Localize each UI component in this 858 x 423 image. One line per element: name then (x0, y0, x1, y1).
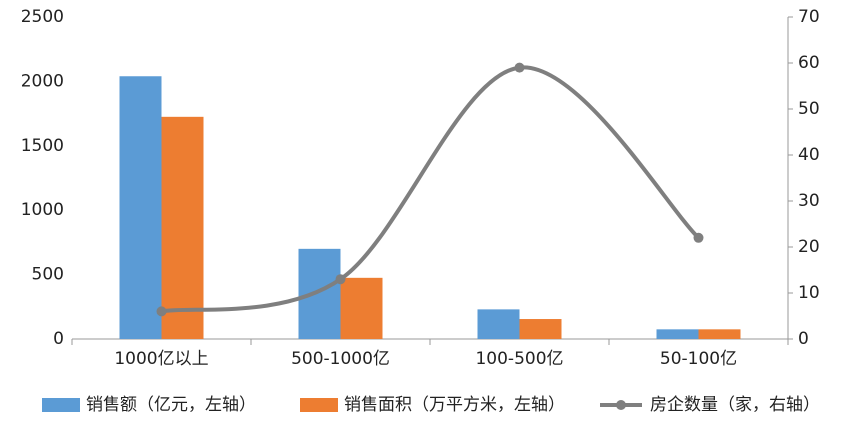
y2-tick-label: 60 (798, 53, 820, 73)
y-tick-label: 0 (53, 329, 64, 349)
x-tick-label: 50-100亿 (660, 349, 737, 369)
line-marker (156, 306, 167, 317)
y-tick-label: 2000 (21, 71, 64, 91)
line-marker (693, 232, 704, 243)
line (161, 65, 700, 314)
bar (656, 329, 699, 339)
bar (340, 277, 383, 339)
y2-tick-label: 30 (798, 191, 820, 211)
line-marker (335, 274, 346, 285)
legend-swatch (42, 398, 80, 412)
y-tick-label: 500 (32, 265, 64, 285)
x-tick-label: 500-1000亿 (291, 349, 390, 369)
line-marker (514, 62, 525, 73)
legend-label: 房企数量（家，右轴） (650, 395, 820, 415)
y-tick-label: 2500 (21, 7, 64, 27)
x-tick-label: 1000亿以上 (114, 349, 208, 369)
x-tick-label: 100-500亿 (475, 349, 563, 369)
bar (161, 116, 204, 339)
y2-tick-label: 10 (798, 283, 820, 303)
y2-tick-label: 20 (798, 237, 820, 257)
legend-label: 销售面积（万平方米，左轴） (344, 395, 565, 415)
bar (519, 319, 562, 339)
legend-swatch (616, 400, 626, 410)
legend-swatch (300, 398, 338, 412)
y-tick-label: 1500 (21, 136, 64, 156)
y2-tick-label: 50 (798, 99, 820, 119)
bar (298, 248, 341, 339)
y2-tick-label: 0 (798, 329, 809, 349)
y-tick-label: 1000 (21, 200, 64, 220)
y2-tick-label: 70 (798, 7, 820, 27)
legend-label: 销售额（亿元，左轴） (86, 395, 256, 415)
y2-tick-label: 40 (798, 145, 820, 165)
bar (698, 329, 741, 339)
bar (477, 309, 520, 339)
bar (119, 76, 162, 340)
